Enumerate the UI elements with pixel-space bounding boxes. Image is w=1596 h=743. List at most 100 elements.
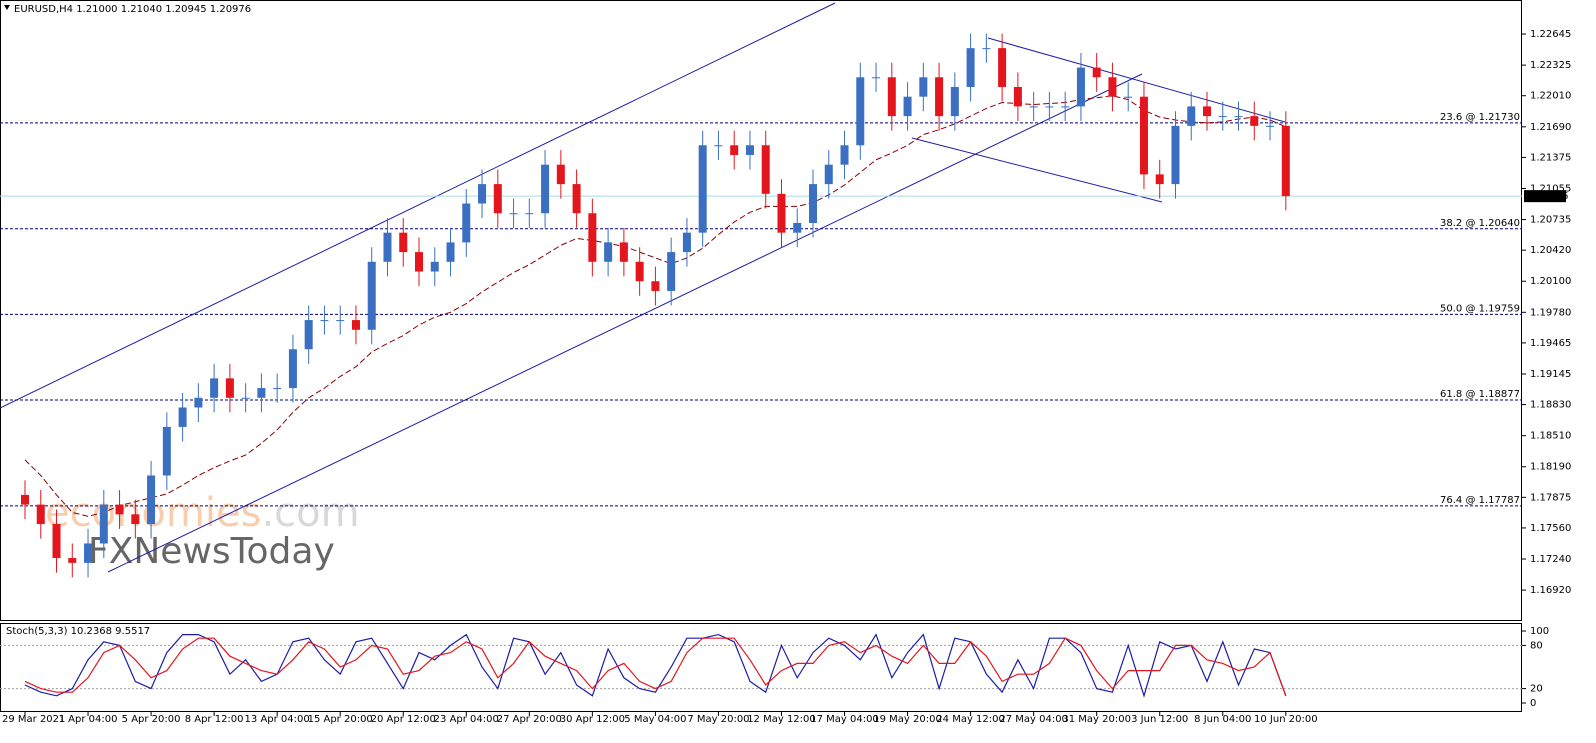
stoch-line — [24, 637, 1287, 697]
candle-body — [509, 213, 518, 215]
candle-body — [887, 77, 896, 117]
moving-average — [24, 95, 1286, 517]
candle-body — [604, 242, 613, 262]
candle-body — [982, 48, 991, 50]
candle-body — [541, 164, 550, 214]
x-tick-label: 8 Apr 12:00 — [185, 714, 244, 725]
x-tick-label: 13 Apr 04:00 — [245, 714, 310, 725]
candle-body — [777, 193, 786, 233]
trend-line — [0, 2, 836, 409]
candle-body — [1281, 125, 1290, 197]
x-tick-label: 31 May 20:00 — [1062, 714, 1131, 725]
x-tick-label: 12 May 12:00 — [747, 714, 816, 725]
y-tick-label: 1.21055 — [1530, 183, 1571, 194]
candle-body — [935, 77, 944, 117]
candle-body — [320, 320, 329, 322]
main-panel — [0, 0, 1522, 621]
candle-body — [651, 281, 660, 291]
y-tick-label: 1.18510 — [1530, 431, 1571, 442]
price-tag — [1524, 190, 1566, 203]
watermark-part: .com — [261, 490, 359, 536]
watermark-text: economies.com — [45, 490, 360, 536]
candle-body — [225, 378, 234, 398]
y-tick-label: 1.20100 — [1530, 276, 1571, 287]
y-tick-label: 1.19465 — [1530, 338, 1571, 349]
y-tick-label: 1.18830 — [1530, 400, 1571, 411]
y-tick-label: 1.21375 — [1530, 152, 1571, 163]
y-tick-label: 100 — [1530, 626, 1549, 637]
y-tick-label: 1.19145 — [1530, 369, 1571, 380]
level-label: 76.4 @ 1.17787 — [1440, 495, 1520, 506]
candle-body — [21, 494, 29, 505]
symbol-arrow — [4, 5, 10, 10]
candle-body — [950, 86, 959, 117]
stoch-title: Stoch(5,3,3) 10.2368 9.5517 — [6, 626, 150, 637]
candle-body — [572, 184, 581, 214]
candle-body — [588, 213, 597, 262]
candle-body — [966, 48, 975, 87]
candle-body — [1092, 67, 1101, 78]
candle-body — [761, 145, 770, 194]
candle-body — [36, 504, 45, 525]
candle-body — [1218, 116, 1227, 118]
candle-body — [288, 349, 297, 389]
candle-body — [399, 232, 408, 253]
candle-body — [99, 504, 108, 544]
x-tick-label: 23 Apr 04:00 — [434, 714, 499, 725]
y-tick-label: 1.19780 — [1530, 307, 1571, 318]
candle-body — [698, 145, 707, 233]
candle-body — [131, 514, 140, 525]
trend-lines — [0, 2, 1286, 573]
candle-body — [52, 524, 61, 559]
x-tick-label: 20 Apr 12:00 — [371, 714, 436, 725]
candle-body — [430, 261, 439, 272]
y-tick-label: 1.17875 — [1530, 492, 1571, 503]
candle-body — [903, 96, 912, 117]
level-label: 38.2 @ 1.20640 — [1440, 218, 1520, 229]
candle-body — [415, 252, 423, 272]
candle-body — [1250, 116, 1259, 126]
candle-body — [210, 378, 219, 398]
x-tick-label: 10 Jun 20:00 — [1254, 714, 1318, 725]
candle-body — [1155, 174, 1164, 185]
candle-body — [383, 232, 392, 262]
candle-body — [304, 320, 313, 350]
y-tick-label: 1.22645 — [1530, 29, 1571, 40]
y-tick-label: 1.22325 — [1530, 60, 1571, 71]
candle-body — [178, 407, 187, 427]
candle-body — [1139, 96, 1148, 175]
candle-body — [257, 388, 266, 398]
candle-body — [147, 475, 156, 525]
y-tick-label: 80 — [1530, 640, 1543, 651]
candle-body — [273, 388, 282, 390]
candle-body — [635, 261, 644, 282]
y-tick-label: 1.17240 — [1530, 554, 1571, 565]
y-tick-label: 0 — [1530, 698, 1536, 709]
candle-body — [793, 222, 802, 233]
level-label: 50.0 @ 1.19759 — [1440, 303, 1520, 314]
candle-body — [1124, 96, 1133, 98]
x-tick-label: 17 May 04:00 — [810, 714, 879, 725]
candle-body — [68, 558, 77, 563]
y-tick-label: 1.21690 — [1530, 122, 1571, 133]
watermark: economies.com FXNewsToday — [45, 490, 360, 572]
level-label: 61.8 @ 1.18877 — [1440, 389, 1520, 400]
y-tick-label: 1.22010 — [1530, 91, 1571, 102]
trend-line — [987, 37, 1286, 123]
candle-body — [919, 77, 928, 97]
candle-body — [1234, 116, 1243, 118]
y-tick-label: 1.16920 — [1530, 585, 1571, 596]
x-tick-label: 27 Apr 20:00 — [497, 714, 562, 725]
candle-body — [730, 145, 739, 155]
candle-body — [1171, 125, 1180, 185]
candle-body — [525, 213, 534, 215]
candle-body — [241, 397, 250, 399]
candle-body — [667, 252, 676, 291]
candle-body — [478, 184, 487, 204]
candle-body — [462, 203, 471, 243]
candle-body — [840, 145, 849, 165]
candle-body — [745, 145, 754, 155]
x-tick-label: 29 Mar 2021 — [2, 714, 65, 725]
